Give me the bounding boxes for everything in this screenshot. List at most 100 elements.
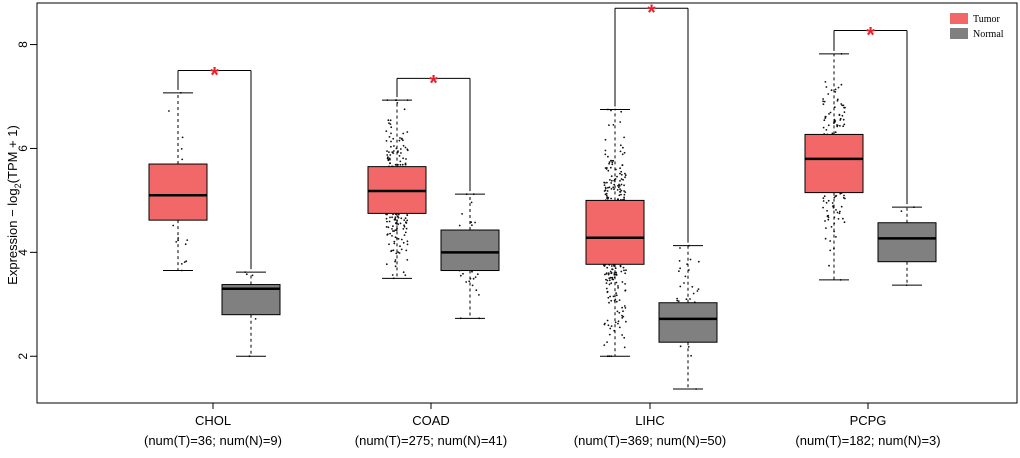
data-point — [617, 184, 619, 187]
data-point — [605, 272, 608, 275]
data-point — [623, 346, 626, 349]
data-point — [608, 279, 611, 282]
data-point — [251, 274, 254, 277]
data-point — [623, 184, 625, 187]
data-point — [831, 202, 834, 204]
data-point — [836, 124, 838, 126]
data-point — [610, 325, 613, 327]
data-point — [618, 299, 621, 301]
data-point — [696, 290, 699, 292]
data-point — [841, 114, 844, 117]
data-point — [168, 110, 170, 112]
data-point — [391, 235, 393, 237]
data-point — [827, 216, 830, 219]
data-point — [843, 221, 846, 224]
data-point — [389, 232, 391, 235]
significance-bracket: * — [177, 63, 252, 270]
data-point — [822, 103, 825, 106]
data-point — [610, 282, 613, 285]
data-point — [615, 294, 618, 297]
data-point — [685, 298, 688, 301]
data-point — [387, 226, 390, 229]
data-point — [825, 86, 828, 88]
data-point — [185, 260, 188, 263]
data-point — [830, 226, 833, 228]
data-point — [390, 140, 392, 143]
data-point — [623, 151, 626, 154]
data-point — [394, 163, 397, 166]
data-point — [184, 243, 187, 246]
x-label-counts: (num(T)=36; num(N)=9) — [144, 433, 282, 448]
data-point — [620, 183, 623, 186]
data-point — [180, 148, 183, 150]
data-point — [610, 265, 613, 267]
data-point — [616, 310, 619, 313]
data-point — [834, 88, 837, 91]
data-point — [676, 299, 679, 302]
data-point — [625, 320, 627, 323]
data-point — [614, 321, 617, 324]
data-point — [677, 300, 680, 302]
data-point — [624, 174, 627, 177]
data-point — [403, 234, 406, 237]
data-point — [608, 162, 610, 165]
significance-bracket: * — [614, 0, 689, 243]
y-axis-label: Expression − log2(TPM + 1) — [5, 125, 23, 285]
x-axis-labels: CHOL (num(T)=36; num(N)=9) COAD (num(T)=275… — [144, 403, 941, 448]
box-body — [585, 199, 645, 265]
data-point — [472, 277, 475, 280]
data-point — [400, 152, 402, 154]
data-point — [397, 238, 400, 240]
legend-swatch-normal — [950, 28, 968, 39]
data-point — [390, 249, 393, 252]
data-point — [403, 219, 406, 222]
box-body — [877, 222, 937, 263]
data-point — [400, 217, 403, 220]
data-point — [398, 155, 401, 157]
data-point — [621, 334, 623, 336]
data-point — [619, 121, 622, 123]
data-point — [387, 158, 390, 161]
y-tick-label: 4 — [16, 249, 30, 256]
data-point — [607, 324, 610, 327]
data-point — [606, 279, 609, 282]
data-point — [620, 110, 623, 113]
data-point — [620, 270, 623, 273]
significance-bracket: * — [396, 70, 471, 192]
data-point — [468, 280, 471, 283]
data-point — [391, 274, 394, 276]
data-point — [624, 272, 627, 275]
data-point — [690, 354, 692, 357]
data-point — [837, 218, 840, 220]
x-label-name: PCPG — [850, 413, 887, 428]
data-point — [822, 206, 824, 209]
data-point — [614, 267, 617, 270]
data-point — [618, 326, 621, 329]
data-point — [390, 126, 393, 129]
data-point — [617, 320, 620, 323]
data-point — [842, 104, 845, 107]
data-point — [619, 188, 621, 191]
data-point — [842, 196, 845, 199]
data-point — [400, 248, 403, 251]
data-point — [619, 265, 622, 268]
data-point — [611, 161, 614, 164]
data-point — [399, 160, 402, 163]
data-point — [385, 263, 388, 266]
data-point — [691, 285, 694, 288]
data-point — [606, 196, 609, 199]
data-point — [394, 259, 397, 261]
data-point — [604, 138, 607, 141]
data-point — [836, 99, 839, 102]
data-point — [175, 241, 178, 243]
data-point — [389, 119, 392, 122]
data-point — [621, 314, 623, 317]
data-point — [389, 162, 391, 165]
data-point — [612, 186, 615, 189]
data-point — [620, 193, 622, 196]
data-point — [843, 123, 846, 126]
data-point — [406, 131, 409, 133]
data-point — [405, 222, 408, 224]
data-point — [394, 260, 396, 263]
significance-star: * — [647, 0, 656, 25]
